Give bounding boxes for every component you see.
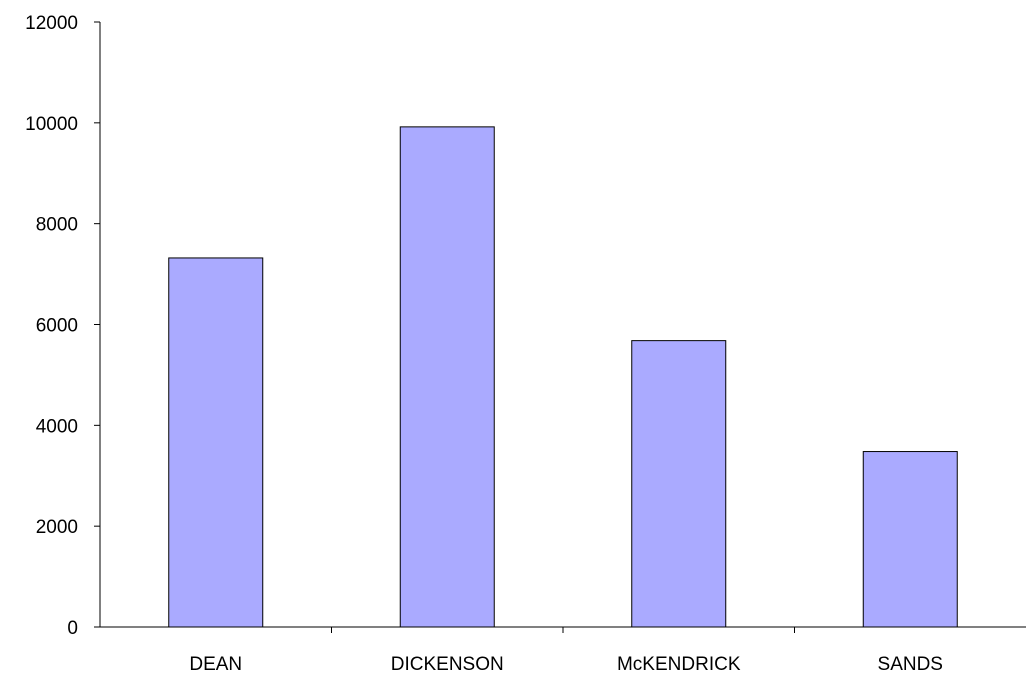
y-tick-label: 2000	[36, 517, 78, 538]
x-axis-ticks: DEAN DICKENSON McKENDRICK SANDS	[189, 627, 943, 675]
y-axis-ticks: 0 2000 4000 6000 8000 10000 12000	[25, 13, 100, 639]
bar-dean	[168, 257, 264, 628]
y-tick-label: 10000	[25, 114, 78, 135]
y-tick-label: 8000	[36, 215, 78, 236]
bar-dickenson	[399, 126, 495, 628]
y-tick-label: 12000	[25, 13, 78, 34]
bars	[168, 126, 958, 628]
y-tick-label: 4000	[36, 416, 78, 437]
bar-mckendrick	[631, 340, 727, 628]
y-tick-label: 6000	[36, 316, 78, 337]
y-tick-label: 0	[67, 618, 78, 639]
x-category-label: McKENDRICK	[617, 654, 741, 675]
x-category-label: DICKENSON	[391, 654, 504, 675]
x-category-label: SANDS	[878, 654, 943, 675]
bar-sands	[862, 451, 958, 628]
x-category-label: DEAN	[189, 654, 242, 675]
